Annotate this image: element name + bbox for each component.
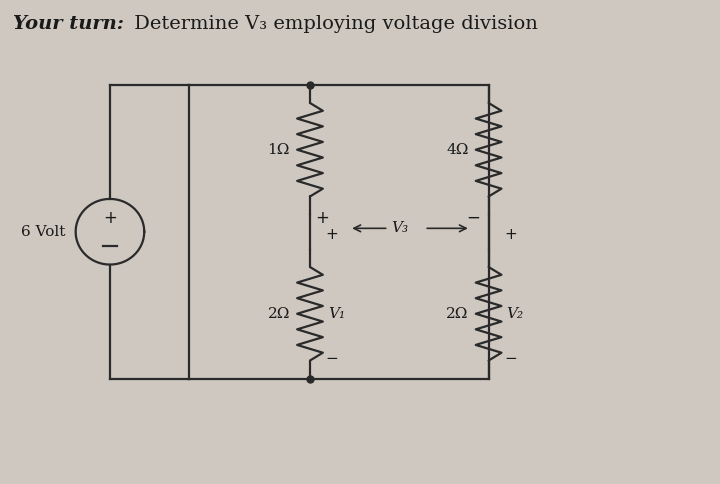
Text: V₁: V₁ bbox=[328, 307, 345, 321]
Text: V₂: V₂ bbox=[506, 307, 523, 321]
Text: +: + bbox=[103, 209, 117, 227]
Text: +: + bbox=[504, 227, 517, 242]
Text: Determine V₃ employing voltage division: Determine V₃ employing voltage division bbox=[128, 15, 538, 33]
Text: Your turn:: Your turn: bbox=[14, 15, 125, 33]
Text: −: − bbox=[325, 351, 338, 366]
Text: 2Ω: 2Ω bbox=[446, 307, 469, 321]
Text: 2Ω: 2Ω bbox=[268, 307, 290, 321]
Text: V₃: V₃ bbox=[391, 221, 408, 235]
Text: +: + bbox=[325, 227, 338, 242]
Text: 6 Volt: 6 Volt bbox=[21, 225, 65, 239]
Text: −: − bbox=[466, 209, 480, 227]
Text: 1Ω: 1Ω bbox=[268, 143, 290, 157]
Text: −: − bbox=[504, 351, 517, 366]
Text: +: + bbox=[315, 209, 330, 227]
Text: 4Ω: 4Ω bbox=[446, 143, 469, 157]
